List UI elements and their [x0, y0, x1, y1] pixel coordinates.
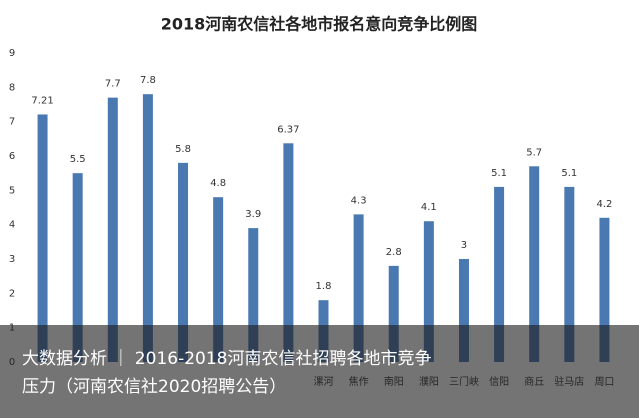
caption-line: 大数据分析 ｜ 2016-2018河南农信社招聘各地市竞争 [22, 349, 432, 369]
bar [564, 186, 575, 362]
bar [458, 259, 469, 362]
y-tick-label: 4 [9, 220, 15, 231]
caption-line: 压力（河南农信社2020招聘公告） [22, 377, 287, 397]
bar [72, 173, 83, 362]
y-tick-label: 8 [9, 82, 15, 93]
data-label: 5.5 [70, 154, 86, 165]
bar [37, 114, 48, 362]
bar [248, 228, 259, 362]
bar [353, 214, 364, 362]
data-label: 5.1 [561, 168, 577, 179]
data-label: 5.7 [526, 147, 542, 158]
bar [423, 221, 434, 362]
y-tick-label: 7 [9, 117, 15, 128]
data-label: 5.8 [175, 144, 191, 155]
y-tick-label: 3 [9, 254, 15, 265]
data-label: 4.2 [596, 199, 612, 210]
bar [213, 197, 224, 362]
y-tick-label: 2 [9, 288, 15, 299]
data-label: 4.1 [421, 202, 437, 213]
bar [107, 97, 118, 362]
data-label: 7.7 [105, 79, 121, 90]
data-label: 7.8 [140, 75, 156, 86]
data-label: 1.8 [316, 281, 332, 292]
data-label: 3.9 [245, 209, 261, 220]
y-tick-label: 6 [9, 151, 15, 162]
bar [178, 162, 189, 362]
data-label: 7.21 [31, 95, 53, 106]
chart-title: 2018河南农信社各地市报名意向竞争比例图 [161, 15, 478, 34]
data-label: 2.8 [386, 247, 402, 258]
data-label: 6.37 [277, 124, 299, 135]
y-tick-label: 5 [9, 185, 15, 196]
data-label: 4.3 [351, 195, 367, 206]
data-label: 3 [461, 240, 467, 251]
bar [142, 94, 153, 362]
data-label: 4.8 [210, 178, 226, 189]
bar [599, 217, 610, 362]
data-label: 5.1 [491, 168, 507, 179]
caption-overlay: 大数据分析 ｜ 2016-2018河南农信社招聘各地市竞争 压力（河南农信社20… [0, 325, 639, 418]
bar [283, 143, 294, 362]
bar [494, 186, 505, 362]
bar [388, 265, 399, 362]
y-tick-label: 9 [9, 48, 15, 59]
bar [529, 166, 540, 362]
